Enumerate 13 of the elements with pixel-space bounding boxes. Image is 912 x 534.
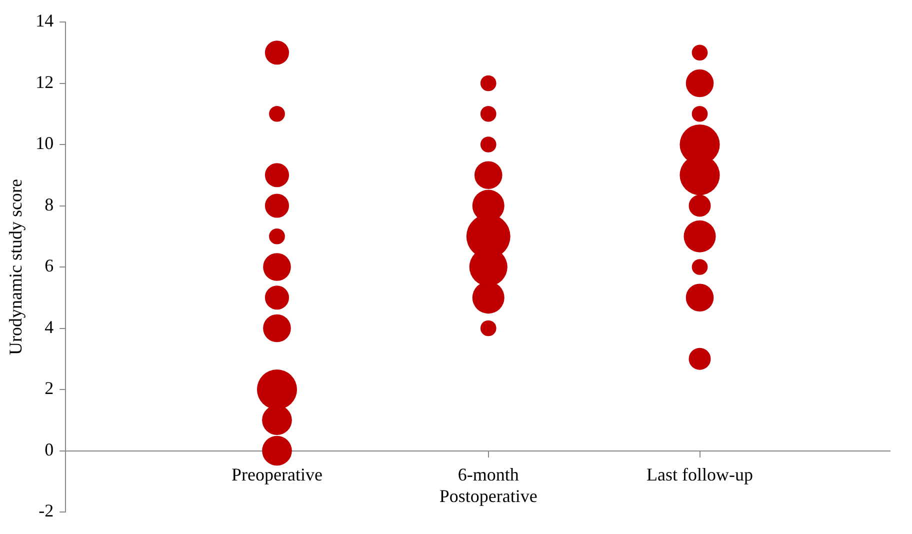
- y-tick-label: 2: [44, 378, 54, 398]
- x-tick-label: Last follow-up: [646, 464, 753, 484]
- y-tick-label: 8: [44, 194, 54, 214]
- y-tick-label: 0: [44, 439, 54, 460]
- x-tick-label: 6-month Postoperative: [439, 464, 538, 506]
- y-tick-label: 10: [36, 133, 54, 154]
- x-tick-label: Preoperative: [232, 464, 322, 484]
- y-tick-label: 12: [36, 72, 54, 92]
- y-axis-title: Urodynamic study score: [6, 179, 26, 355]
- y-tick-label: 4: [44, 316, 54, 337]
- y-tick-label: 6: [44, 256, 54, 276]
- y-tick-label: -2: [38, 500, 54, 521]
- y-tick-label: 14: [36, 10, 54, 31]
